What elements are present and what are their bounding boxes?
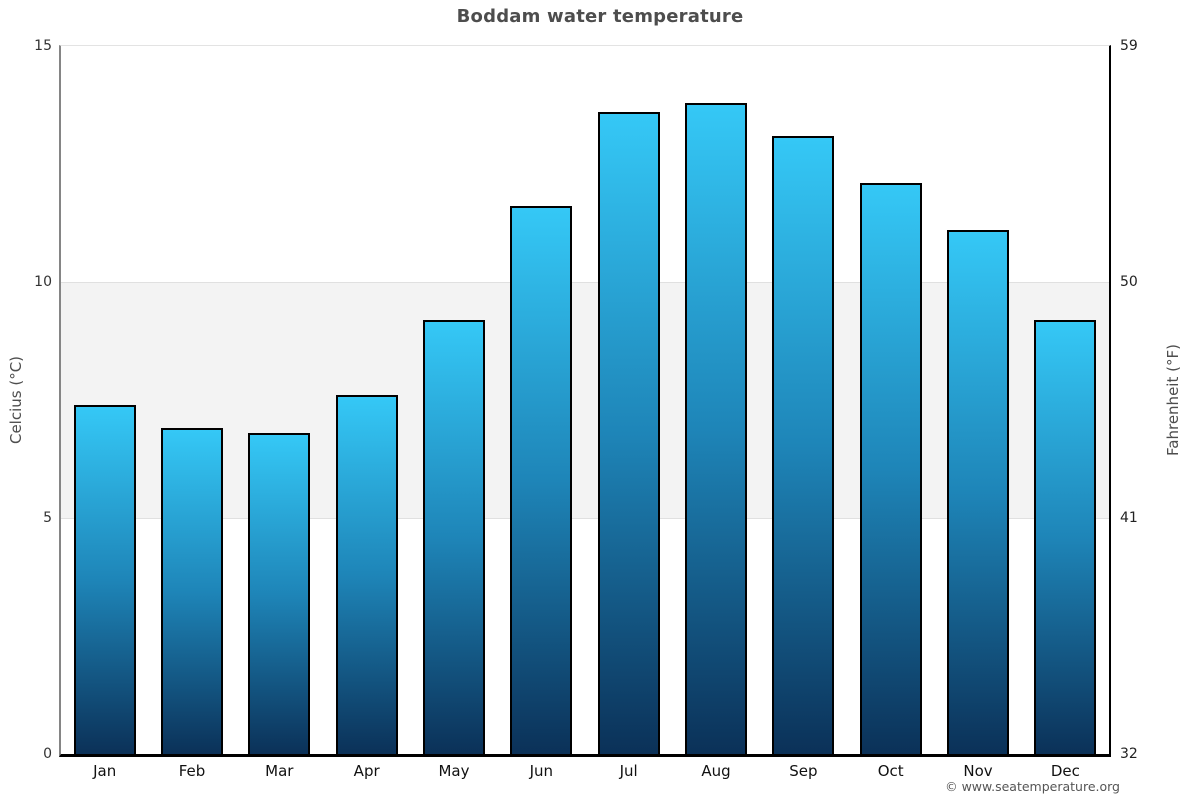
bar-sep [772,135,835,754]
gridline-10c [61,282,1109,283]
celsius-tick-15: 15 [34,38,52,54]
bar-nov [947,230,1009,754]
bar-jun [510,206,573,754]
bar-may [423,319,485,754]
month-label-jul: Jul [619,762,638,780]
month-label-feb: Feb [178,762,206,780]
bar-jan [73,404,136,754]
fahrenheit-tick-41: 41 [1120,510,1138,526]
fahrenheit-tick-32: 32 [1120,746,1138,762]
month-label-sep: Sep [789,762,818,780]
bar-jul [597,112,660,754]
month-label-dec: Dec [1050,762,1080,780]
chart-title: Boddam water temperature [456,6,744,27]
celsius-tick-0: 0 [43,746,52,762]
month-label-aug: Aug [701,762,731,780]
bar-dec [1034,319,1097,754]
month-label-nov: Nov [963,762,993,780]
month-label-apr: Apr [353,762,380,780]
bar-apr [335,395,398,754]
bar-mar [248,433,311,754]
bar-aug [685,102,747,754]
month-label-mar: Mar [265,762,294,780]
fahrenheit-tick-59: 59 [1120,38,1138,54]
celsius-tick-10: 10 [34,274,52,290]
plot-band-5-10 [61,282,1109,518]
bar-oct [859,182,922,754]
bar-feb [161,428,223,754]
month-label-jun: Jun [529,762,554,780]
month-label-oct: Oct [877,762,904,780]
month-label-jan: Jan [93,762,117,780]
fahrenheit-tick-50: 50 [1120,274,1138,290]
plot-area [59,45,1111,757]
fahrenheit-axis-title: Fahrenheit (°F) [1164,344,1182,456]
month-label-may: May [438,762,470,780]
gridline-5c [61,518,1109,519]
celsius-tick-5: 5 [43,510,52,526]
celsius-axis-title: Celcius (°C) [7,355,25,445]
copyright-text: © www.seatemperature.org [945,779,1120,794]
